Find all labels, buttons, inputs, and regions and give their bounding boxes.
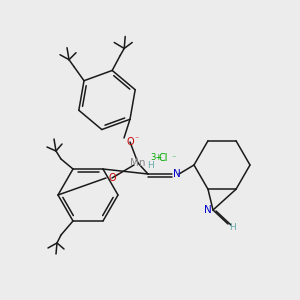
Text: ⁻: ⁻ (117, 170, 121, 179)
Text: ⁻: ⁻ (172, 154, 176, 163)
Text: 3+: 3+ (150, 154, 162, 163)
Text: ⁻: ⁻ (135, 134, 139, 143)
Text: N: N (204, 205, 212, 215)
Text: Mn: Mn (130, 158, 146, 168)
Text: O: O (108, 173, 116, 183)
Text: H: H (230, 224, 236, 232)
Text: O: O (126, 137, 134, 147)
Text: Cl: Cl (158, 153, 168, 163)
Text: N: N (173, 169, 181, 179)
Text: H: H (148, 161, 154, 170)
